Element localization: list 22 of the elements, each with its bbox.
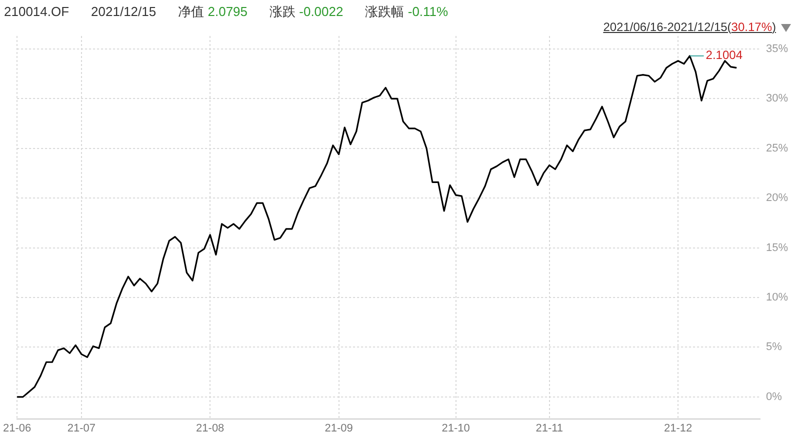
y-tick-label: 5%: [766, 341, 782, 354]
x-tick-label: 21-11: [536, 422, 564, 434]
chart-title: 210014.OF: [4, 4, 70, 19]
annotation: 2.1004: [706, 48, 743, 62]
y-tick-label: 20%: [766, 192, 788, 204]
y-tick-label: 25%: [766, 142, 788, 154]
x-tick-label: 21-06: [2, 422, 32, 434]
y-tick-label: 0%: [766, 390, 782, 403]
y-tick-label: 35%: [766, 42, 788, 55]
text: 涨跌 -0.0022: [270, 4, 344, 19]
y-tick-label: 10%: [766, 292, 788, 304]
y-tick-label: 15%: [766, 242, 788, 254]
x-tick-label: 21-10: [442, 422, 470, 434]
y-tick-label: 30%: [766, 92, 788, 105]
text: 净值 2.0795: [178, 4, 248, 19]
x-tick-label: 21-09: [324, 422, 353, 434]
x-tick-label: 21-12: [664, 422, 692, 434]
text: 2021/12/15: [91, 4, 156, 19]
x-tick-label: 21-07: [67, 422, 96, 434]
text: 2021/06/16-2021/12/15(30.17%): [603, 20, 776, 34]
text: 涨跌幅 -0.11%: [365, 4, 448, 19]
x-tick-label: 21-08: [196, 422, 224, 434]
